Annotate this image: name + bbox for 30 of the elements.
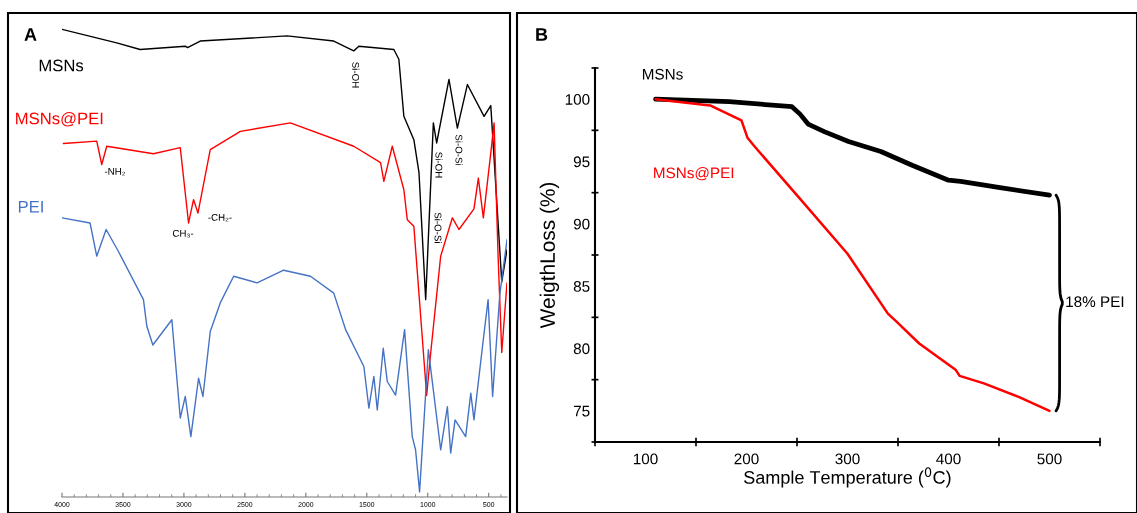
y-tick-label: 95 <box>573 156 590 168</box>
series-label: MSNs@PEI <box>16 112 103 127</box>
y-tick-label: 100 <box>565 94 590 105</box>
annotation: Si-O-Si <box>455 134 463 165</box>
y-tick-label: 75 <box>573 405 590 417</box>
annotation: Si-OH <box>435 152 443 178</box>
series-label: MSNs <box>39 59 84 72</box>
y-tick-label: 90 <box>573 218 590 230</box>
chart-title: A <box>24 28 37 41</box>
x-tick-label: 500 <box>1037 453 1062 465</box>
series-label: MSNs@PEI <box>654 167 734 181</box>
y-tick-label: 85 <box>573 281 590 292</box>
series-label: PEI <box>18 200 43 213</box>
x-tick-label: 400 <box>936 453 961 465</box>
x-tick-label: 200 <box>734 453 759 465</box>
series-label: MSNs <box>642 68 683 80</box>
x-tick-label: 300 <box>835 453 860 465</box>
x-axis-title: Sample Temperature ($^{0}$C) <box>744 467 951 488</box>
line-series <box>654 97 1051 413</box>
line-series <box>653 96 1052 198</box>
y-tick-label: 80 <box>573 343 590 355</box>
chart-title: B <box>536 28 548 41</box>
annotation: -NH₂ <box>104 168 125 176</box>
y-axis-title: WeigthLoss (%) <box>539 182 560 329</box>
x-tick-label: 100 <box>633 453 658 465</box>
annotation: Si-O-Si <box>434 212 442 243</box>
annotation: Si-OH <box>352 62 360 88</box>
annotation: CH₃- <box>172 229 194 238</box>
annotation: -CH₂- <box>208 213 232 222</box>
annotation: 18% PEI <box>1066 296 1124 308</box>
